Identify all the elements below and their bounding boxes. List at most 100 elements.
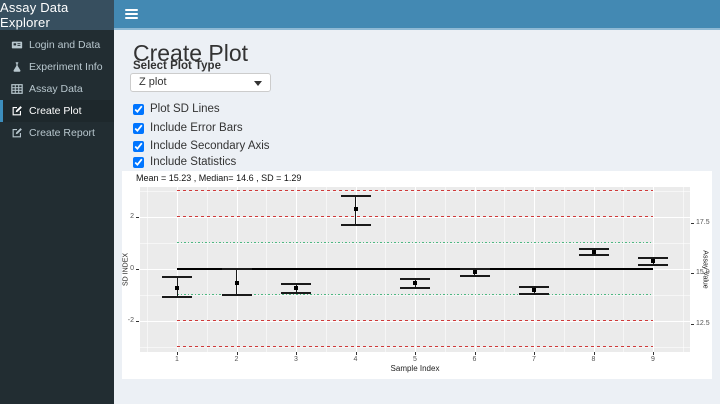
sidebar-item-label: Create Report — [29, 127, 95, 139]
checkbox-label: Plot SD Lines — [150, 103, 220, 115]
data-point — [175, 286, 179, 291]
gridline-major — [653, 187, 654, 352]
x-tick-mark — [593, 352, 595, 355]
x-tick-label: 3 — [294, 356, 298, 363]
y-tick-label: 0 — [130, 264, 134, 272]
gridline-major — [355, 187, 357, 352]
error-bar-cap-top — [578, 248, 609, 250]
x-tick-label: 5 — [413, 356, 417, 363]
checkbox-include-secondary-axis[interactable]: Include Secondary Axis — [133, 140, 270, 152]
app-logo[interactable]: Assay Data Explorer — [0, 0, 114, 30]
sidebar-item-experiment-info[interactable]: Experiment Info — [0, 56, 114, 78]
error-bar-cap-bottom — [281, 291, 311, 294]
sd-reference-line — [177, 215, 653, 217]
card-icon — [11, 41, 23, 49]
error-bar-cap-top — [221, 268, 252, 271]
sd-reference-line — [177, 293, 653, 295]
x-tick-mark — [296, 352, 297, 355]
checkbox-plot-sd-lines[interactable]: Plot SD Lines — [133, 103, 220, 115]
hamburger-icon[interactable] — [114, 0, 150, 28]
data-point — [472, 270, 477, 275]
gridline-minor — [623, 187, 625, 352]
checkbox-include-error-bars[interactable]: Include Error Bars — [133, 122, 243, 134]
x-tick-label: 8 — [591, 356, 596, 363]
error-bar-cap-top — [459, 268, 490, 271]
x-tick-mark — [355, 352, 357, 355]
sidebar-item-assay-data[interactable]: Assay Data — [0, 78, 114, 100]
gridline-major — [415, 187, 416, 352]
x-tick-mark — [474, 352, 476, 355]
gridline-major — [140, 320, 690, 322]
data-point — [532, 288, 536, 293]
y-tick-mark — [136, 320, 139, 322]
data-point — [353, 207, 358, 212]
gridline-minor — [266, 187, 268, 352]
error-bar-cap-bottom — [162, 295, 192, 298]
y2-tick-label: 17.5 — [696, 218, 710, 226]
checkbox-label: Include Secondary Axis — [150, 140, 270, 152]
edit-icon — [12, 128, 22, 138]
gridline-minor — [682, 187, 684, 352]
gridline-minor — [504, 187, 506, 352]
include-error-bars-checkbox[interactable] — [133, 122, 144, 134]
error-bar-cap-bottom — [638, 263, 668, 266]
error-bar-cap-top — [281, 283, 311, 286]
sidebar-item-label: Create Plot — [29, 105, 82, 117]
x-tick-label: 6 — [472, 356, 477, 363]
plot-type-label: Select Plot Type — [133, 60, 221, 72]
y2-tick-label: 12.5 — [696, 319, 710, 327]
error-bar-cap-top — [400, 278, 430, 281]
x-tick-label: 2 — [234, 356, 239, 363]
gridline-minor — [385, 187, 387, 352]
plot-sd-lines-checkbox[interactable] — [133, 103, 144, 115]
plot-panel — [140, 187, 690, 352]
error-bar-cap-bottom — [519, 292, 549, 295]
x-tick-label: 7 — [532, 356, 536, 363]
plot-type-select[interactable]: Z plot — [130, 73, 271, 92]
x-tick-mark — [177, 352, 178, 355]
error-bar-cap-bottom — [221, 294, 252, 297]
error-bar-cap-bottom — [578, 253, 609, 256]
sidebar: Login and Data Experiment Info Assay Dat… — [0, 30, 114, 404]
y2-tick-mark — [691, 222, 694, 224]
sidebar-item-label: Experiment Info — [29, 61, 103, 73]
main-content: Create Plot Select Plot Type Z plot Plot… — [114, 30, 720, 404]
include-secondary-axis-checkbox[interactable] — [133, 140, 144, 152]
gridline-major — [177, 187, 178, 352]
sidebar-item-label: Login and Data — [29, 39, 101, 51]
sidebar-item-create-plot[interactable]: Create Plot — [0, 100, 114, 122]
checkbox-label: Include Statistics — [150, 156, 237, 168]
gridline-major — [140, 216, 690, 218]
x-tick-label: 9 — [651, 356, 655, 363]
sidebar-item-create-report[interactable]: Create Report — [0, 122, 114, 144]
gridline-major — [593, 187, 595, 352]
x-tick-mark — [534, 352, 535, 355]
include-statistics-checkbox[interactable] — [133, 156, 144, 168]
sidebar-item-label: Assay Data — [29, 83, 83, 95]
error-bar-cap-top — [162, 275, 192, 278]
data-point — [294, 286, 298, 291]
table-icon — [11, 84, 23, 94]
edit-icon — [12, 106, 22, 116]
error-bar-cap-top — [638, 257, 668, 260]
gridline-minor — [325, 187, 327, 352]
y2-tick-mark — [691, 273, 694, 275]
checkbox-include-statistics[interactable]: Include Statistics — [133, 156, 236, 168]
y2-tick-label: 15.0 — [696, 269, 710, 277]
y-tick-mark — [136, 216, 139, 218]
x-tick-mark — [415, 352, 416, 355]
sd-reference-line — [177, 267, 653, 270]
x-tick-label: 4 — [353, 356, 358, 363]
error-bar-cap-top — [340, 195, 371, 198]
error-bar-cap-bottom — [400, 286, 430, 289]
gridline-minor — [206, 187, 208, 352]
z-plot-chart: Mean = 15.23 , Median= 14.6 , SD = 1.29 … — [122, 171, 712, 379]
error-bar-cap-top — [519, 285, 549, 288]
error-bar-cap-bottom — [459, 274, 490, 277]
sidebar-item-login-and-data[interactable]: Login and Data — [0, 34, 114, 56]
page-title: Create Plot — [133, 40, 249, 66]
gridline-minor — [147, 187, 149, 352]
x-tick-mark — [653, 352, 654, 355]
gridline-minor — [444, 187, 446, 352]
y-tick-mark — [136, 268, 139, 270]
